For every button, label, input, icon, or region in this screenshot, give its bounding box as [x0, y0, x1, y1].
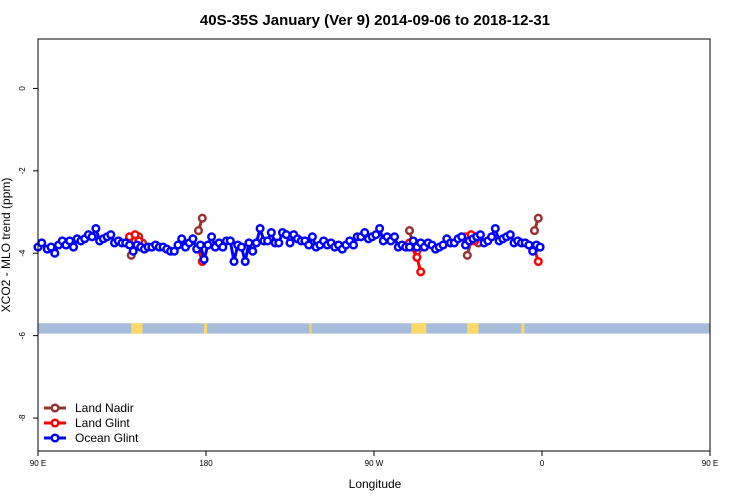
legend-label-land-glint: Land Glint — [75, 416, 130, 430]
y-axis-label: XCO2 - MLO trend (ppm) — [0, 178, 13, 313]
ocean-glint-point — [169, 246, 179, 256]
legend-label-ocean-glint: Ocean Glint — [75, 431, 139, 445]
ocean-glint-point — [490, 223, 500, 234]
legend-swatch-marker-land-nadir — [50, 403, 60, 413]
ocean-glint-point — [438, 240, 448, 250]
ocean-glint-point — [457, 232, 467, 242]
ocean-glint-point — [128, 246, 138, 256]
legend-swatch-marker-land-glint — [50, 418, 60, 428]
y-tick-label: -4 — [18, 249, 27, 257]
ocean-glint-point — [255, 223, 265, 234]
ocean-glint-point — [218, 242, 228, 252]
land-patch-4 — [467, 323, 479, 334]
land-glint-point — [416, 267, 426, 277]
ocean-glint-point — [304, 240, 314, 250]
land-ocean-strip — [38, 323, 710, 334]
ocean-strip — [38, 323, 710, 334]
ocean-glint-point — [87, 232, 97, 242]
legend-swatch-marker-ocean-glint — [50, 433, 60, 443]
ocean-glint-point — [177, 234, 187, 244]
land-nadir-point — [462, 250, 472, 260]
ocean-glint-point — [188, 234, 198, 244]
ocean-glint-point — [248, 246, 258, 256]
ocean-glint-point — [360, 228, 370, 238]
ocean-glint-point — [307, 232, 317, 242]
land-patch-0 — [131, 323, 143, 334]
land-patch-1 — [204, 323, 207, 334]
land-glint-point — [533, 256, 543, 267]
ocean-glint-point — [251, 238, 261, 248]
land-nadir-point — [193, 226, 204, 236]
ocean-glint-point — [173, 240, 183, 250]
x-axis-label: Longitude — [349, 477, 402, 491]
ocean-glint-point — [229, 256, 239, 267]
y-tick-label: -2 — [18, 167, 27, 175]
y-axis-ticks: 0 -2 -4 -6 -8 — [18, 86, 38, 422]
x-tick-label: 90 W — [365, 459, 384, 468]
ocean-glint-point — [68, 242, 79, 252]
ocean-glint-point — [225, 236, 235, 246]
ocean-glint-point — [535, 242, 545, 252]
y-tick-label: -8 — [18, 414, 27, 422]
land-glint-point — [130, 230, 140, 240]
legend-label-land-nadir: Land Nadir — [75, 401, 134, 415]
ocean-glint-point — [348, 240, 359, 250]
ocean-glint-point — [266, 228, 276, 238]
land-nadir-point — [533, 213, 543, 223]
y-tick-label: -6 — [18, 332, 27, 340]
ocean-glint-point — [207, 232, 217, 242]
x-tick-label: 90 E — [702, 459, 718, 468]
ocean-glint-point — [236, 242, 247, 252]
land-glint-point — [412, 252, 422, 262]
ocean-glint-point — [240, 256, 250, 267]
ocean-glint-point — [244, 238, 254, 248]
ocean-glint-point — [285, 238, 295, 248]
chart-title: 40S-35S January (Ver 9) 2014-09-06 to 20… — [200, 12, 550, 29]
ocean-glint-point — [203, 240, 213, 250]
series-layer — [33, 213, 545, 277]
ocean-glint-point — [487, 232, 497, 242]
land-patch-2 — [411, 323, 427, 334]
ocean-glint-point — [505, 230, 515, 240]
ocean-glint-point — [281, 230, 291, 240]
ocean-glint-point — [37, 238, 47, 248]
ocean-glint-point — [371, 230, 381, 240]
ocean-glint-point — [106, 230, 116, 240]
ocean-glint-point — [91, 223, 101, 234]
x-tick-label: 180 — [199, 459, 213, 468]
ocean-glint-point — [199, 254, 209, 264]
ocean-glint-point — [46, 242, 56, 252]
ocean-glint-point — [408, 236, 418, 246]
land-patch-5 — [521, 323, 525, 334]
land-patch-3 — [309, 323, 312, 334]
land-nadir-point — [404, 226, 415, 236]
land-nadir-point — [529, 226, 540, 236]
ocean-glint-point — [195, 240, 205, 250]
y-tick-label: 0 — [18, 86, 27, 91]
ocean-glint-point — [389, 232, 400, 242]
ocean-glint-point — [263, 236, 273, 246]
ocean-glint-point — [528, 246, 538, 256]
x-tick-label: 90 E — [30, 459, 46, 468]
ocean-glint-point — [274, 238, 284, 248]
ocean-glint-point — [375, 223, 385, 234]
x-tick-label: 0 — [540, 459, 545, 468]
ocean-glint-point — [475, 230, 485, 240]
ocean-glint-point — [50, 248, 60, 258]
ocean-glint-point — [65, 236, 75, 246]
series-ocean-glint — [33, 222, 545, 267]
x-axis-ticks: 90 E 180 90 W 0 90 E — [30, 451, 718, 468]
land-nadir-point — [197, 213, 207, 223]
